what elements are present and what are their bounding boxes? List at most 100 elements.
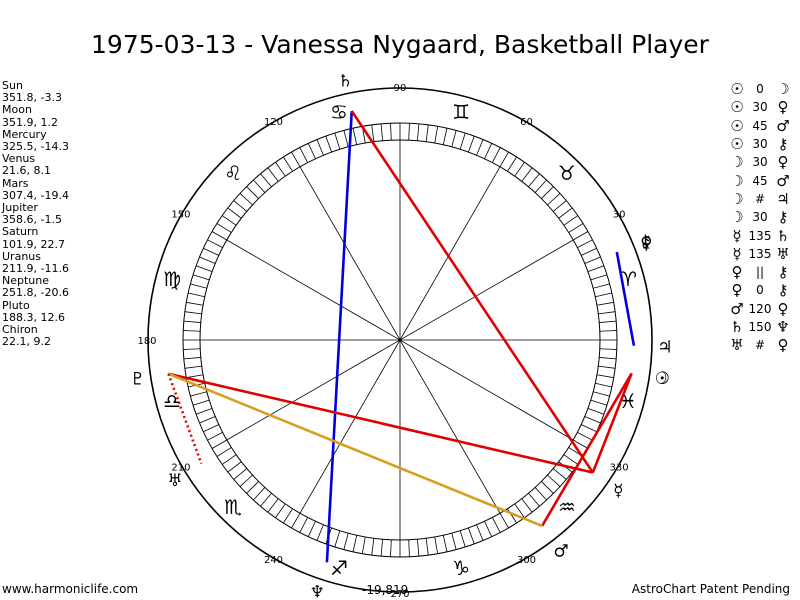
- aspect-planet-b-glyph: ♃: [776, 189, 790, 208]
- degree-tick: [184, 365, 202, 369]
- zodiac-sign-glyph: ♌: [224, 161, 242, 185]
- degree-tick: [211, 439, 227, 449]
- chart-title: 1975-03-13 - Vanessa Nygaard, Basketball…: [91, 30, 709, 59]
- aspect-row: ♂ 120 ♀: [726, 300, 796, 318]
- degree-tick: [568, 223, 584, 233]
- degree-tick: [552, 468, 567, 480]
- degree-tick: [260, 492, 272, 507]
- aspect-angle: 30: [752, 155, 768, 170]
- degree-tick: [434, 126, 439, 144]
- degree-tick: [442, 128, 448, 145]
- degree-tick: [417, 539, 420, 557]
- degree-tick: [598, 365, 616, 369]
- degree-tick: [183, 320, 201, 323]
- degree-label: 210: [171, 463, 190, 474]
- planet-glyph-saturn: ♄: [338, 72, 353, 92]
- degree-tick: [199, 256, 216, 264]
- planet-glyph-moon: ☽: [655, 368, 670, 388]
- zodiac-sign-glyph: ♊: [452, 100, 470, 124]
- degree-tick: [528, 173, 540, 188]
- degree-tick: [325, 135, 332, 153]
- degree-label: 60: [520, 117, 533, 128]
- zodiac-sign-glyph: ♍: [163, 267, 181, 291]
- degree-tick: [577, 239, 593, 249]
- aspect-row: ♀ 0 ⚷: [726, 281, 796, 299]
- degree-tick: [207, 431, 223, 441]
- degree-tick: [275, 503, 286, 518]
- degree-tick: [361, 536, 366, 554]
- degree-tick: [291, 151, 301, 167]
- aspect-angle: 120: [748, 301, 772, 316]
- degree-tick: [547, 474, 561, 487]
- planet-values-chiron: 22.1, 9.2: [2, 335, 51, 349]
- aspect-angle: 45: [752, 118, 768, 133]
- degree-tick: [521, 498, 533, 513]
- degree-tick: [577, 431, 593, 441]
- degree-tick: [442, 535, 448, 552]
- zodiac-sign-glyph: ♉: [558, 161, 576, 185]
- degree-tick: [491, 147, 501, 163]
- planet-glyph-uranus: ♅: [167, 471, 182, 491]
- degree-tick: [188, 292, 205, 298]
- planet-values-venus: 21.6, 8.1: [2, 164, 51, 178]
- degree-tick: [434, 536, 439, 554]
- degree-label: 270: [390, 589, 409, 600]
- aspect-angle: 0: [756, 82, 764, 97]
- degree-tick: [599, 330, 617, 332]
- degree-tick: [476, 524, 484, 541]
- planet-values-neptune: 251.8, -20.6: [2, 286, 69, 300]
- degree-tick: [425, 124, 429, 142]
- degree-tick: [216, 447, 232, 457]
- degree-label: 240: [264, 555, 283, 566]
- degree-tick: [307, 143, 316, 159]
- degree-tick: [563, 454, 578, 465]
- aspect-planet-b-glyph: ♀: [777, 336, 789, 355]
- aspect-planet-a-glyph: ☉: [730, 80, 744, 99]
- degree-tick: [299, 517, 309, 533]
- planet-values-jupiter: 358.6, -1.5: [2, 213, 62, 227]
- degree-tick: [408, 123, 410, 141]
- degree-tick: [227, 207, 242, 219]
- zodiac-sign-glyph: ♋: [330, 100, 348, 124]
- degree-tick: [499, 151, 509, 167]
- degree-tick: [534, 179, 547, 193]
- aspect-planet-a-glyph: ☉: [730, 98, 744, 117]
- degree-tick: [451, 130, 457, 147]
- planet-glyph-pluto: ♇: [130, 369, 145, 389]
- aspect-row: ♀ || ⚷: [726, 263, 796, 281]
- aspect-line: [541, 372, 633, 527]
- degree-tick: [491, 517, 501, 533]
- degree-tick: [451, 533, 457, 550]
- aspect-planet-a-glyph: ♄: [730, 318, 744, 336]
- degree-tick: [299, 147, 309, 163]
- degree-tick: [380, 539, 383, 557]
- aspect-angle: 30: [752, 137, 768, 152]
- degree-tick: [222, 215, 237, 226]
- degree-tick: [558, 207, 573, 219]
- degree-tick: [499, 513, 509, 529]
- aspect-planet-b-glyph: ♂: [776, 116, 790, 135]
- patent-notice: AstroChart Patent Pending: [631, 582, 790, 596]
- degree-tick: [521, 167, 533, 182]
- degree-tick: [183, 330, 201, 332]
- planet-values-moon: 351.9, 1.2: [2, 115, 58, 129]
- aspect-planet-a-glyph: ♅: [730, 336, 744, 355]
- degree-tick: [599, 348, 617, 350]
- degree-tick: [587, 408, 605, 415]
- aspect-row: ☽ 45 ♂: [726, 171, 796, 190]
- degree-tick: [514, 162, 525, 177]
- zodiac-sign-glyph: ♒: [558, 495, 576, 519]
- degree-tick: [587, 265, 605, 272]
- degree-tick: [547, 193, 561, 206]
- planet-glyph-venus: ♀: [640, 233, 652, 253]
- planet-glyph-neptune: ♆: [310, 583, 325, 600]
- degree-tick: [371, 124, 375, 142]
- aspect-planet-b-glyph: ⚷: [777, 281, 789, 300]
- aspect-row: ☽ 30 ⚷: [726, 208, 796, 226]
- zodiac-sign-glyph: ♏: [224, 495, 242, 519]
- planet-name-mars: Mars: [2, 176, 29, 190]
- degree-tick: [595, 382, 612, 388]
- aspect-angle: 150: [748, 320, 772, 334]
- website-link[interactable]: www.harmoniclife.com: [2, 582, 139, 596]
